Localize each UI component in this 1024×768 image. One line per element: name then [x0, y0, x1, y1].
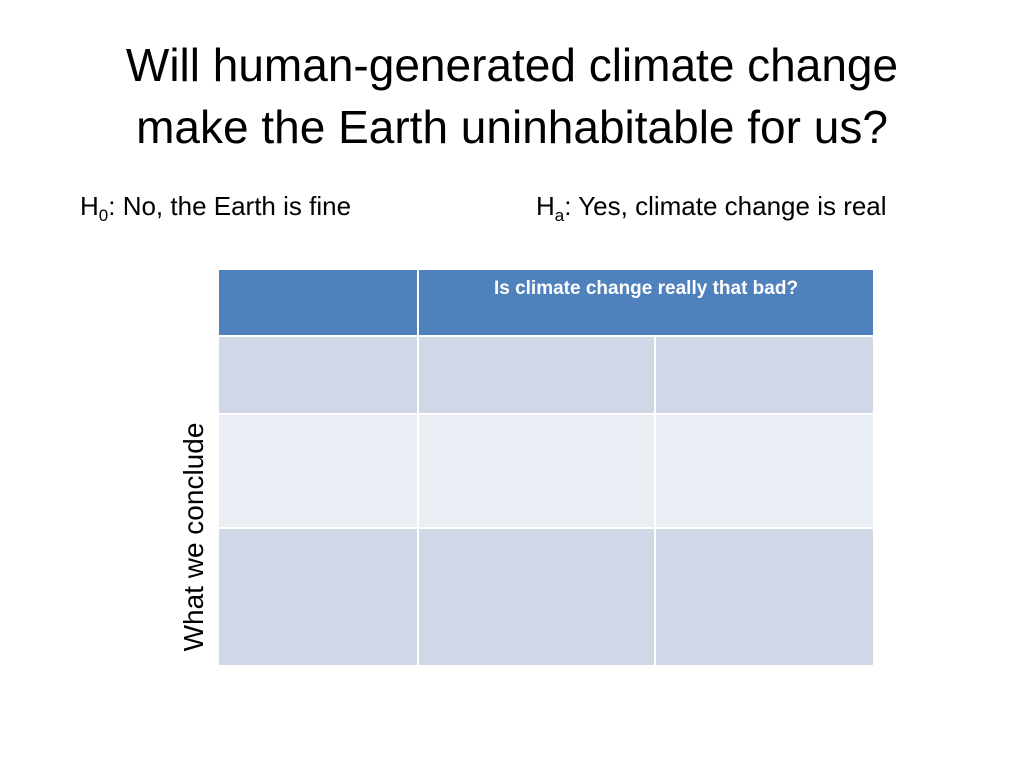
table-corner-cell — [217, 268, 419, 337]
table-cell — [217, 413, 419, 529]
table-cell — [653, 413, 876, 529]
table-cell — [417, 413, 656, 529]
table-row — [217, 413, 876, 529]
null-hypothesis-text: : No, the Earth is fine — [108, 191, 352, 221]
table-cell — [217, 335, 419, 415]
table-cell — [417, 527, 656, 667]
alternative-hypothesis-subscript: a — [554, 206, 565, 225]
null-hypothesis-subscript: 0 — [98, 206, 109, 225]
slide-title-line-2: make the Earth uninhabitable for us? — [136, 101, 888, 153]
slide-title: Will human-generated climate change make… — [0, 34, 1024, 158]
decision-table: Is climate change really that bad? — [217, 268, 876, 667]
table-cell — [653, 335, 876, 415]
column-header: Is climate change really that bad? — [416, 268, 876, 337]
table-cell — [217, 527, 419, 667]
table-row — [217, 335, 876, 415]
null-hypothesis-symbol: H — [80, 191, 99, 221]
slide-title-line-1: Will human-generated climate change — [125, 39, 899, 91]
table-cell — [417, 335, 656, 415]
alternative-hypothesis-text: : Yes, climate change is real — [564, 191, 887, 221]
alternative-hypothesis: Ha: Yes, climate change is real — [536, 190, 887, 225]
table-cell — [653, 527, 876, 667]
alternative-hypothesis-symbol: H — [536, 191, 555, 221]
null-hypothesis: H0: No, the Earth is fine — [80, 190, 352, 225]
row-axis-label: What we conclude — [178, 422, 209, 652]
table-row — [217, 527, 876, 667]
table-header-row: Is climate change really that bad? — [217, 268, 876, 337]
